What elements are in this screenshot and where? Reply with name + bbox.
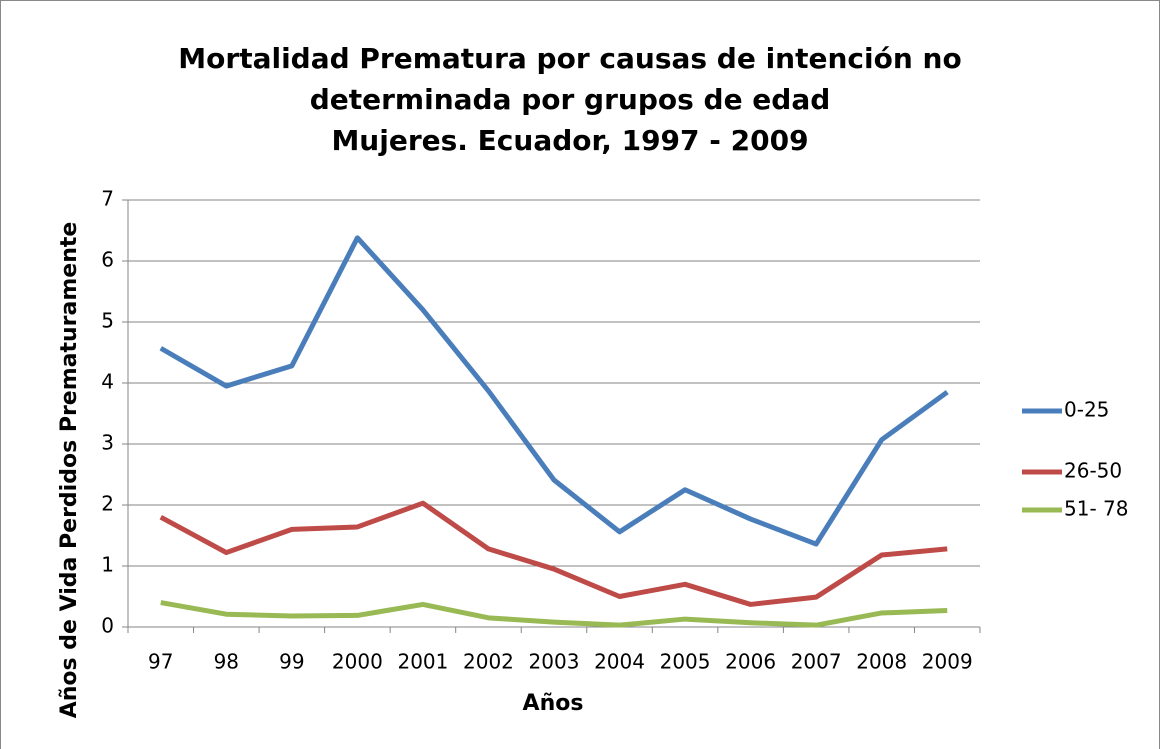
x-tick-label: 2005 (660, 650, 711, 674)
series-line (159, 235, 949, 547)
series-line (159, 500, 948, 607)
x-tick-label: 2003 (529, 650, 580, 674)
x-tick-label: 97 (148, 650, 173, 674)
x-tick-label: 99 (279, 650, 304, 674)
legend-label: 0-25 (1064, 398, 1109, 422)
x-tick-label: 2007 (791, 650, 842, 674)
legend-label: 51- 78 (1064, 497, 1128, 521)
x-tick-label: 2006 (725, 650, 776, 674)
legend-label: 26-50 (1064, 459, 1122, 483)
chart-title: Mortalidad Prematura por causas de inten… (178, 42, 961, 75)
x-tick-label: 2002 (463, 650, 514, 674)
y-axis-title: Años de Vida Perdidos Prematuramente (57, 222, 82, 719)
x-tick-label: 2008 (856, 650, 907, 674)
x-tick-label: 2009 (922, 650, 973, 674)
chart-title: Mujeres. Ecuador, 1997 - 2009 (331, 124, 808, 157)
y-tick-label: 5 (101, 309, 114, 333)
x-tick-label: 2001 (397, 650, 448, 674)
x-tick-label: 98 (214, 650, 239, 674)
series-line (160, 600, 948, 628)
y-tick-label: 2 (101, 492, 114, 516)
x-tick-label: 2004 (594, 650, 645, 674)
y-tick-label: 0 (101, 614, 114, 638)
x-axis-title: Años (523, 691, 584, 716)
y-tick-label: 4 (101, 370, 114, 394)
y-tick-label: 6 (101, 248, 114, 272)
chart-title: determinada por grupos de edad (310, 83, 831, 116)
y-tick-label: 7 (101, 187, 114, 211)
x-tick-label: 2000 (332, 650, 383, 674)
y-tick-label: 1 (101, 553, 114, 577)
y-tick-label: 3 (101, 431, 114, 455)
